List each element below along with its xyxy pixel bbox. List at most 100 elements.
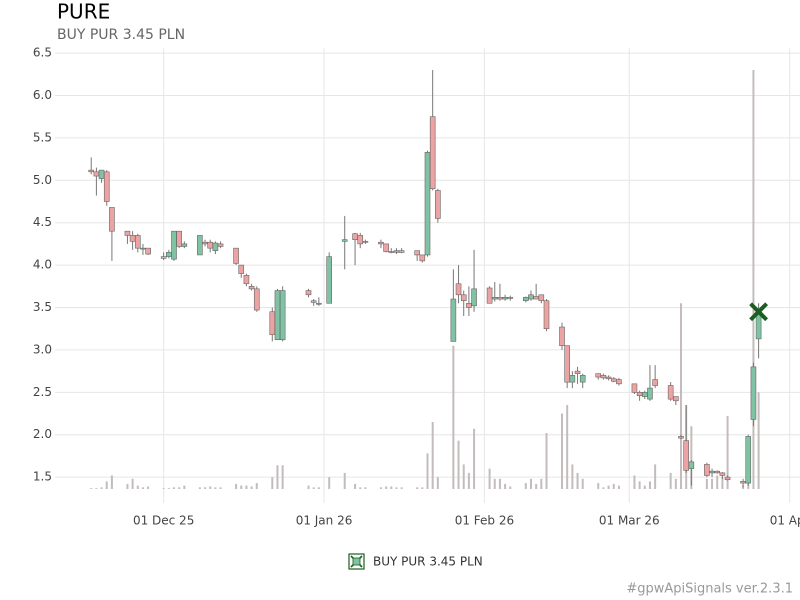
- candle-body: [243, 274, 250, 285]
- candle-body: [202, 241, 208, 245]
- candle-body: [253, 288, 260, 311]
- candle-body: [274, 290, 281, 341]
- candle-body: [688, 461, 695, 469]
- volume-bar: [607, 485, 610, 489]
- y-tick-label: 2.5: [33, 385, 52, 399]
- candle-body: [543, 300, 550, 330]
- signal-cross: [749, 302, 769, 322]
- candle-body: [419, 254, 426, 262]
- candle-body: [357, 235, 364, 245]
- candle-body: [217, 243, 224, 247]
- volume-bar: [752, 70, 755, 490]
- y-tick-label: 3.0: [33, 342, 52, 356]
- volume-bar: [204, 487, 207, 489]
- candle-body: [745, 436, 752, 484]
- candle-body: [709, 470, 715, 474]
- volume-bar: [705, 478, 708, 489]
- volume-bar: [307, 485, 310, 489]
- volume-bar: [597, 483, 600, 489]
- chart-title: PURE: [57, 0, 110, 24]
- candle-body: [316, 302, 322, 305]
- volume-bar: [462, 464, 465, 489]
- legend: BUY PUR 3.45 PLN: [348, 553, 483, 570]
- candle-body: [497, 297, 503, 300]
- candle-body: [595, 373, 602, 378]
- y-tick-label: 5.5: [33, 130, 52, 144]
- volume-bar: [364, 487, 367, 489]
- legend-box: [348, 553, 365, 570]
- volume-bar: [354, 483, 357, 489]
- candle-body: [647, 387, 653, 400]
- volume-bar: [504, 483, 507, 489]
- volume-bar: [648, 481, 651, 489]
- volume-bar: [359, 487, 362, 489]
- candle-body: [103, 171, 110, 202]
- x-tick-label: 01 Jan 26: [296, 514, 353, 528]
- volume-bar: [529, 478, 532, 489]
- candle-body: [145, 247, 151, 255]
- candle-body: [88, 169, 95, 173]
- volume-bar: [669, 472, 672, 489]
- candle-body: [533, 296, 539, 300]
- x-tick-label: 01 Feb 26: [455, 514, 514, 528]
- volume-bar: [612, 483, 615, 489]
- x-tick-label: 01 Apr: [770, 514, 800, 528]
- legend-label: BUY PUR 3.45 PLN: [373, 555, 483, 569]
- candle-body: [181, 243, 188, 247]
- candle-body: [491, 297, 498, 300]
- volume-bar: [90, 488, 93, 489]
- candle-body: [414, 250, 420, 256]
- volume-bar: [312, 487, 315, 489]
- volume-bar: [426, 453, 429, 489]
- volume-bar: [545, 433, 548, 489]
- candle-body: [641, 392, 648, 397]
- volume-bar: [602, 487, 605, 489]
- candle-body: [207, 241, 214, 249]
- candle-body: [724, 476, 731, 480]
- volume-bar: [716, 475, 719, 489]
- candle-body: [429, 116, 436, 190]
- volume-bar: [235, 483, 238, 489]
- candle-body: [569, 375, 576, 383]
- volume-bar: [250, 486, 253, 489]
- volume-bar: [379, 487, 382, 489]
- signal-marker: [749, 302, 769, 322]
- volume-bar: [617, 485, 620, 489]
- candle-body: [398, 250, 405, 253]
- candle-body: [393, 250, 400, 253]
- volume-bar: [690, 426, 693, 489]
- volume-bar: [110, 475, 113, 489]
- candle-body: [197, 235, 203, 256]
- candle-body: [605, 376, 612, 380]
- volume-bar: [467, 472, 470, 489]
- volume-bar: [436, 477, 439, 489]
- candle-body: [616, 379, 622, 385]
- y-tick-label: 4.0: [33, 258, 52, 272]
- volume-bar: [726, 416, 729, 489]
- candle-body: [383, 243, 389, 252]
- volume-bar: [721, 477, 724, 489]
- volume-bar: [535, 483, 538, 489]
- candle-body: [435, 190, 441, 219]
- candle-body: [460, 294, 467, 302]
- volume-bar: [400, 487, 403, 489]
- candle-body: [559, 326, 565, 346]
- candle-body: [600, 375, 607, 379]
- candle-body: [98, 169, 105, 179]
- volume-bar: [240, 485, 243, 489]
- volume-bar: [674, 478, 677, 489]
- y-tick-label: 2.0: [33, 427, 52, 441]
- y-tick-label: 6.0: [33, 88, 52, 102]
- volume-bar: [757, 392, 760, 489]
- volume-bar: [162, 488, 165, 489]
- volume-bar: [183, 485, 186, 489]
- candle-body: [574, 370, 581, 374]
- volume-bar: [493, 478, 496, 489]
- volume-bar: [509, 486, 512, 489]
- candle-body: [507, 297, 514, 299]
- candle-body: [528, 294, 534, 300]
- candle-body: [564, 345, 570, 383]
- volume-bar: [131, 478, 134, 489]
- volume-bar: [524, 483, 527, 489]
